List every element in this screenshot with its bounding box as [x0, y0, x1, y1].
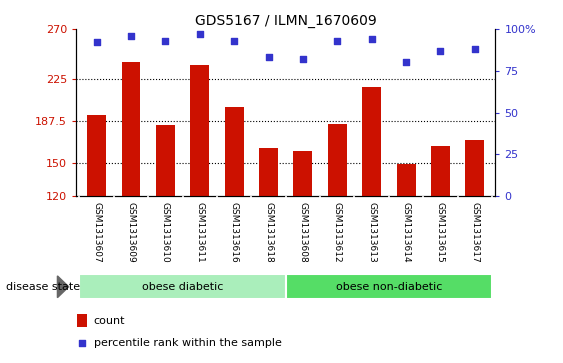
Polygon shape — [57, 276, 69, 298]
Text: obese diabetic: obese diabetic — [142, 282, 224, 292]
Point — [264, 54, 273, 60]
Bar — [225, 107, 244, 196]
Text: GSM1313615: GSM1313615 — [436, 202, 445, 263]
Text: disease state: disease state — [6, 282, 80, 292]
Point — [230, 38, 239, 44]
Point — [78, 340, 87, 346]
Bar — [259, 148, 278, 196]
Point — [367, 36, 376, 42]
Bar — [396, 164, 415, 196]
Bar — [328, 124, 347, 196]
Point — [127, 33, 136, 38]
Bar — [122, 62, 140, 196]
Title: GDS5167 / ILMN_1670609: GDS5167 / ILMN_1670609 — [195, 14, 377, 28]
Text: GSM1313609: GSM1313609 — [127, 202, 136, 263]
Bar — [190, 65, 209, 196]
Text: GSM1313608: GSM1313608 — [298, 202, 307, 263]
Point — [298, 56, 307, 62]
Text: GSM1313613: GSM1313613 — [367, 202, 376, 263]
Text: GSM1313607: GSM1313607 — [92, 202, 101, 263]
Text: obese non-diabetic: obese non-diabetic — [336, 282, 442, 292]
Bar — [79, 274, 286, 299]
Point — [436, 48, 445, 54]
Bar — [431, 146, 450, 196]
Point — [161, 38, 170, 44]
Text: percentile rank within the sample: percentile rank within the sample — [93, 338, 282, 347]
Bar — [156, 125, 175, 196]
Bar — [77, 314, 87, 327]
Bar — [87, 115, 106, 196]
Point — [92, 40, 101, 45]
Bar — [466, 140, 484, 196]
Point — [195, 31, 204, 37]
Point — [401, 60, 410, 65]
Text: GSM1313612: GSM1313612 — [333, 202, 342, 263]
Point — [470, 46, 479, 52]
Text: GSM1313610: GSM1313610 — [161, 202, 170, 263]
Point — [333, 38, 342, 44]
Text: GSM1313618: GSM1313618 — [264, 202, 273, 263]
Bar — [293, 151, 312, 196]
Text: GSM1313616: GSM1313616 — [230, 202, 239, 263]
Bar — [362, 87, 381, 196]
Text: GSM1313614: GSM1313614 — [401, 202, 410, 263]
Text: count: count — [93, 316, 125, 326]
Text: GSM1313617: GSM1313617 — [470, 202, 479, 263]
Bar — [286, 274, 492, 299]
Text: GSM1313611: GSM1313611 — [195, 202, 204, 263]
